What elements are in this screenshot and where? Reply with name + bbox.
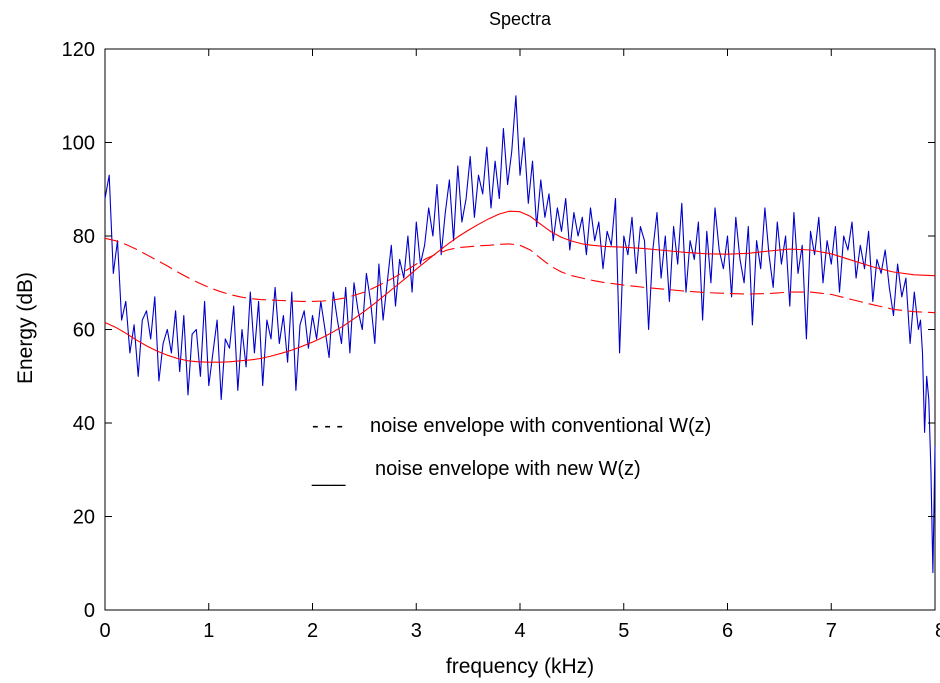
new-envelope-line xyxy=(104,210,936,363)
x-tick-label: 8 xyxy=(935,620,940,642)
y-tick-label: 40 xyxy=(73,413,95,435)
x-tick-label: 5 xyxy=(618,620,629,642)
y-tick-label: 120 xyxy=(62,39,95,61)
plot-frame xyxy=(104,48,936,611)
y-tick-label: 20 xyxy=(73,507,95,529)
x-tick-label: 6 xyxy=(722,620,733,642)
chart-title: Spectra xyxy=(489,9,552,29)
legend-annotations: - - - noise envelope with conventional W… xyxy=(311,415,711,487)
x-tick-label: 4 xyxy=(514,620,525,642)
y-tick-label: 60 xyxy=(73,320,95,342)
y-tick-label: 100 xyxy=(62,133,95,155)
x-tick-label: 1 xyxy=(203,620,214,642)
plot-area: 012345678020406080100120 xyxy=(62,39,940,642)
series-layer xyxy=(104,95,936,574)
legend-marker-dashed: - - - xyxy=(312,415,343,437)
legend-marker-solid: ___ xyxy=(311,465,346,487)
x-axis-label: frequency (kHz) xyxy=(446,655,594,678)
conventional-envelope-line xyxy=(104,237,936,314)
legend-text-new: noise envelope with new W(z) xyxy=(375,458,641,480)
x-tick-label: 0 xyxy=(99,620,110,642)
y-axis-label: Energy (dB) xyxy=(14,272,37,384)
x-tick-label: 7 xyxy=(826,620,837,642)
ticks-layer: 012345678020406080100120 xyxy=(62,39,940,642)
y-tick-label: 80 xyxy=(73,226,95,248)
y-tick-label: 0 xyxy=(84,600,95,622)
legend-text-conventional: noise envelope with conventional W(z) xyxy=(370,415,711,437)
spectrum-line xyxy=(104,95,936,574)
x-tick-label: 2 xyxy=(307,620,318,642)
x-tick-label: 3 xyxy=(411,620,422,642)
